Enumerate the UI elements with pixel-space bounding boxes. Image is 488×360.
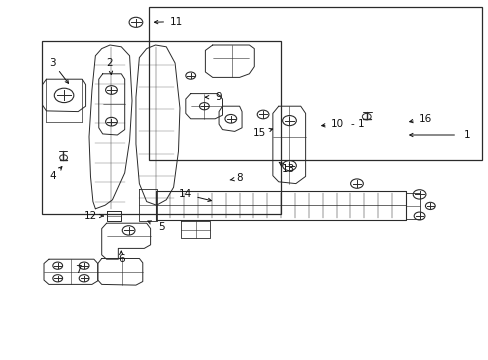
Text: 7: 7 [75, 265, 81, 275]
Text: 13: 13 [281, 164, 295, 174]
Bar [41, 41, 281, 214]
Text: 6: 6 [118, 254, 124, 264]
Text: 9: 9 [215, 92, 222, 102]
Text: - 1: - 1 [350, 119, 364, 129]
Bar [149, 7, 481, 160]
Text: 1: 1 [463, 130, 469, 140]
Text: 11: 11 [169, 17, 183, 27]
Text: 4: 4 [49, 171, 56, 181]
Text: 8: 8 [236, 173, 243, 183]
Text: 3: 3 [49, 58, 56, 68]
Text: 16: 16 [418, 114, 431, 124]
Text: 12: 12 [83, 211, 97, 221]
Text: 14: 14 [179, 189, 192, 199]
Text: 2: 2 [106, 58, 113, 68]
Text: 10: 10 [330, 119, 343, 129]
Text: 5: 5 [158, 222, 164, 232]
Text: 15: 15 [252, 128, 265, 138]
